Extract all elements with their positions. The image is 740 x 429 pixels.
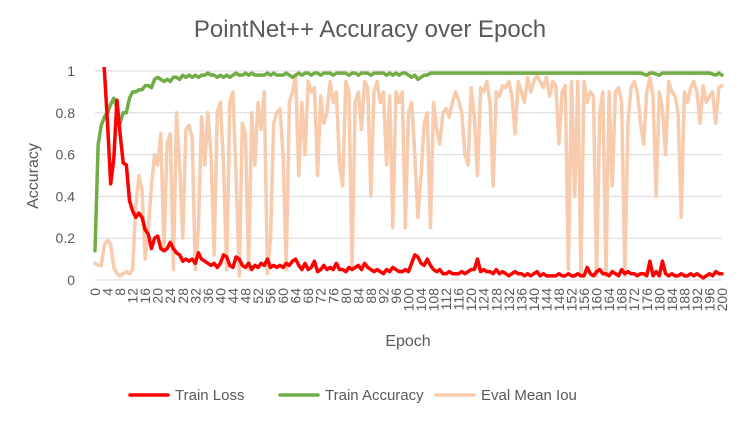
y-tick-label: 0.4 (56, 188, 76, 204)
x-tick-label: 164 (601, 288, 617, 312)
x-tick-label: 76 (325, 288, 341, 304)
x-tick-label: 60 (275, 288, 291, 304)
x-tick-label: 24 (162, 288, 178, 304)
legend-label: Train Loss (175, 387, 244, 404)
x-tick-label: 8 (112, 288, 128, 296)
chart-title: PointNet++ Accuracy over Epoch (194, 16, 546, 43)
x-tick-label: 0 (87, 288, 103, 296)
x-tick-label: 168 (614, 288, 630, 312)
x-tick-label: 136 (513, 288, 529, 312)
x-tick-label: 12 (125, 288, 141, 304)
x-tick-label: 56 (263, 288, 279, 304)
x-tick-label: 16 (137, 288, 153, 304)
legend-eval-mean-iou: Eval Mean Iou (434, 387, 577, 404)
legend-label: Train Accuracy (325, 387, 424, 404)
legend: Train Loss Train Accuracy Eval Mean Iou (128, 387, 577, 404)
y-tick-label: 0 (67, 272, 75, 288)
eval-mean-iou-line (93, 73, 724, 278)
x-tick-label: 64 (288, 288, 304, 304)
y-axis-title: Accuracy (25, 143, 42, 209)
x-tick-label: 184 (664, 288, 680, 312)
x-axis-title: Epoch (385, 333, 430, 350)
x-tick-label: 148 (551, 288, 567, 312)
x-tick-label: 120 (463, 288, 479, 312)
train-accuracy-line (93, 71, 724, 253)
legend-label: Eval Mean Iou (481, 387, 577, 404)
x-tick-label: 48 (237, 288, 253, 304)
y-tick-label: 0.8 (56, 105, 76, 121)
x-tick-label: 28 (175, 288, 191, 304)
x-tick-label: 128 (488, 288, 504, 312)
x-tick-label: 124 (476, 288, 492, 312)
y-tick-label: 0.6 (56, 147, 76, 163)
x-tick-label: 96 (388, 288, 404, 304)
x-tick-label: 108 (426, 288, 442, 312)
x-tick-label: 200 (714, 288, 730, 312)
x-tick-label: 104 (413, 288, 429, 312)
x-tick-label: 188 (676, 288, 692, 312)
x-tick-label: 36 (200, 288, 216, 304)
x-tick-label: 100 (401, 288, 417, 312)
x-axis-ticks: 0481216202428323640444852566064687276808… (87, 288, 730, 312)
x-tick-label: 192 (689, 288, 705, 312)
x-tick-label: 32 (187, 288, 203, 304)
x-tick-label: 52 (250, 288, 266, 304)
x-tick-label: 180 (651, 288, 667, 312)
x-tick-label: 140 (526, 288, 542, 312)
x-tick-label: 4 (100, 288, 116, 296)
x-tick-label: 172 (626, 288, 642, 312)
x-tick-label: 40 (212, 288, 228, 304)
y-axis-ticks: 0 0.2 0.4 0.6 0.8 1 (56, 63, 76, 288)
legend-train-loss: Train Loss (128, 387, 244, 404)
x-tick-label: 72 (313, 288, 329, 304)
x-tick-label: 80 (338, 288, 354, 304)
x-tick-label: 152 (564, 288, 580, 312)
y-tick-label: 0.2 (56, 230, 76, 246)
x-tick-label: 44 (225, 288, 241, 304)
y-tick-label: 1 (67, 63, 75, 79)
x-tick-label: 84 (350, 288, 366, 304)
x-tick-label: 176 (639, 288, 655, 312)
x-tick-label: 132 (501, 288, 517, 312)
x-tick-label: 196 (701, 288, 717, 312)
x-tick-label: 156 (576, 288, 592, 312)
x-tick-label: 160 (589, 288, 605, 312)
x-tick-label: 20 (150, 288, 166, 304)
x-tick-label: 144 (538, 288, 554, 312)
x-tick-label: 112 (438, 288, 454, 311)
x-tick-label: 92 (375, 288, 391, 304)
series-lines (93, 67, 724, 280)
train-loss-line (102, 67, 724, 280)
x-tick-label: 88 (363, 288, 379, 304)
legend-train-accuracy: Train Accuracy (278, 387, 424, 404)
x-tick-label: 68 (300, 288, 316, 304)
x-tick-label: 116 (451, 288, 467, 311)
